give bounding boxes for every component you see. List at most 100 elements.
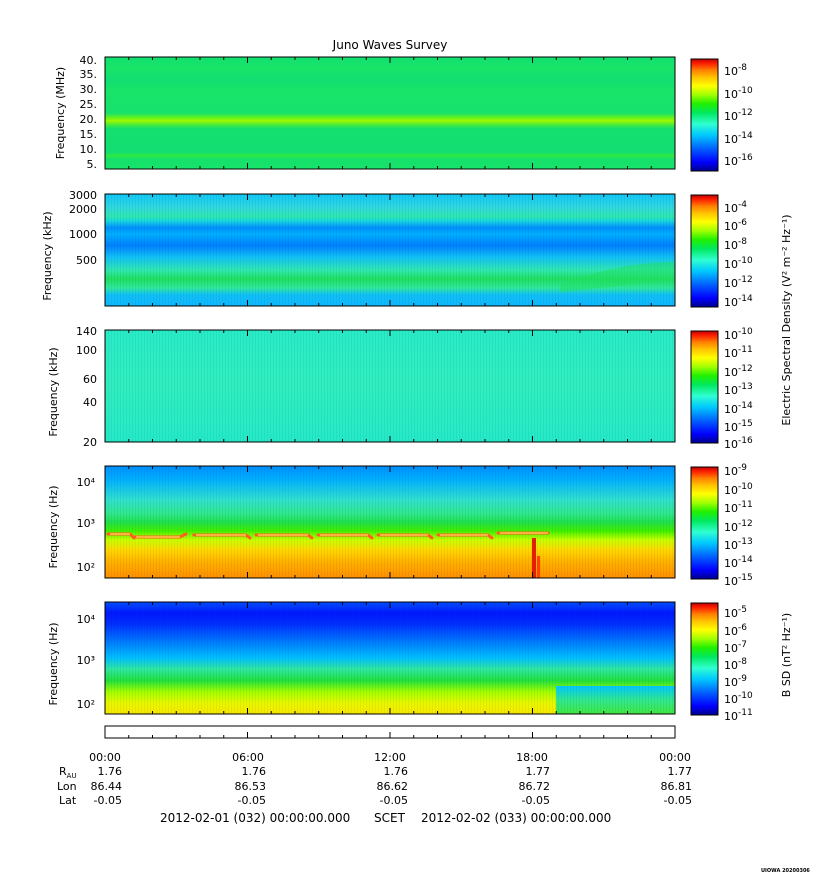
colorbar-tick: 10-8 [724,237,747,252]
colorbar-3 [690,330,719,444]
y-tick-label: 10⁴ [77,476,96,489]
y-tick-label: 60 [83,373,97,386]
time-axis: 00:00 06:00 12:00 18:00 00:00 [89,751,691,764]
y-tick-label: 500 [76,254,97,267]
colorbar-tick: 10-4 [724,200,747,215]
lon-value: 86.72 [519,780,551,793]
rau-value: 1.76 [98,765,123,778]
y-tick-label: 40 [83,396,97,409]
spectrogram-1 [105,57,675,169]
date-end: 2012-02-02 (033) 00:00:00.000 [421,811,611,825]
time-label: 00:00 [89,751,121,764]
rau-value: 1.77 [526,765,551,778]
burst-spike [532,538,536,578]
colorbar-2 [690,194,719,308]
y-tick-label: 100 [76,344,97,357]
lat-value: -0.05 [238,794,266,807]
date-line: 2012-02-01 (032) 00:00:00.000 SCET 2012-… [160,811,611,825]
chart-title: Juno Waves Survey [332,38,448,52]
colorbar-tick: 10-15 [724,573,753,588]
row-label-rau: RAU [59,765,77,780]
colorbar-tick: 10-10 [724,256,753,271]
colorbar-tick: 10-8 [724,63,747,78]
y-tick-label: 3000 [69,189,97,202]
panel-1-yticks: 40. 35. 30. 25. 20. 15. 10. 5. [80,54,98,171]
y-tick-label: 35. [80,68,98,81]
panel-5: 10⁴ 10³ 10² Frequency (Hz) 10-5 10-6 10-… [47,601,793,723]
y-tick-label: 20 [83,436,97,449]
colorbar-tick: 10-10 [724,327,753,342]
y-axis-label: Frequency (Hz) [47,486,60,569]
y-tick-label: 5. [87,158,98,171]
time-label: 06:00 [232,751,264,764]
colorbar-tick: 10-14 [724,294,753,309]
panel-3: 140 100 60 40 20 Frequency (kHz) 10-10 1… [47,325,753,451]
y-tick-label: 30. [80,83,98,96]
colorbar-4 [690,466,719,580]
y-tick-label: 15. [80,128,98,141]
colorbar-tick: 10-14 [724,555,753,570]
colorbar-tick: 10-8 [724,657,747,672]
colorbar-tick: 10-10 [724,691,753,706]
time-label: 12:00 [374,751,406,764]
timeline-box [104,725,676,739]
rau-value: 1.76 [242,765,267,778]
y-tick-label: 140 [76,325,97,338]
low-freq-rise [560,262,675,292]
colorbar-tick: 10-16 [724,153,753,168]
time-frame: SCET [374,811,406,825]
colorbar-tick: 10-5 [724,605,747,620]
y-tick-label: 10⁴ [77,613,96,626]
row-label-lon: Lon [57,780,77,793]
colorbar-tick: 10-11 [724,708,753,723]
colorbar-tick: 10-9 [724,674,747,689]
y-tick-label: 1000 [69,228,97,241]
panel-1: 40. 35. 30. 25. 20. 15. 10. 5. Frequency… [54,54,753,172]
colorbar-tick: 10-10 [724,86,753,101]
rau-value: 1.76 [384,765,409,778]
lat-value: -0.05 [522,794,550,807]
ephemeris-table: RAU Lon Lat 1.76 1.76 1.76 1.77 1.77 86.… [57,765,692,807]
y-axis-label: Frequency (MHz) [54,67,67,159]
colorbar-tick: 10-11 [724,500,753,515]
y-tick-label: 10² [77,698,95,711]
colorbar-tick: 10-15 [724,419,753,434]
lon-value: 86.53 [235,780,267,793]
colorbar-tick: 10-12 [724,108,753,123]
y-tick-label: 10. [80,143,98,156]
time-label: 18:00 [516,751,548,764]
y-axis-label: Frequency (kHz) [47,347,60,436]
time-label: 00:00 [659,751,691,764]
date-start: 2012-02-01 (032) 00:00:00.000 [160,811,350,825]
colorbar-1-ticks: 10-8 10-10 10-12 10-14 10-16 [724,63,753,168]
colorbar-tick: 10-16 [724,436,753,451]
time-tick-marks [104,57,676,738]
colorbar-tick: 10-10 [724,482,753,497]
y-axis-label: Frequency (Hz) [47,623,60,706]
harmonic-line-core [110,532,548,538]
colorbar-tick: 10-11 [724,345,753,360]
colorbar-tick: 10-12 [724,519,753,534]
y-tick-label: 20. [80,113,98,126]
colorbar-tick: 10-13 [724,382,753,397]
colorbar-tick: 10-12 [724,275,753,290]
lon-value: 86.44 [91,780,123,793]
panel-4: 10⁴ 10³ 10² Frequency (Hz) 10-9 10-10 10… [47,463,753,588]
colorbar-tick: 10-14 [724,401,753,416]
y-tick-label: 10³ [77,517,95,530]
colorbar-label-electric: Electric Spectral Density (V² m⁻² Hz⁻¹) [780,214,793,425]
colorbar-tick: 10-6 [724,218,747,233]
colorbar-5 [690,602,719,716]
y-tick-label: 2000 [69,203,97,216]
y-axis-label: Frequency (kHz) [41,211,54,300]
lat-value: -0.05 [380,794,408,807]
colorbar-tick: 10-12 [724,364,753,379]
footer-tag: UIOWA 20200306 [761,868,810,874]
colorbar-tick: 10-14 [724,131,753,146]
y-tick-label: 25. [80,98,98,111]
row-label-lat: Lat [59,794,77,807]
lat-value: -0.05 [94,794,122,807]
panel-2: 3000 2000 1000 500 Frequency (kHz) 10-4 … [41,189,753,309]
lon-value: 86.81 [661,780,693,793]
